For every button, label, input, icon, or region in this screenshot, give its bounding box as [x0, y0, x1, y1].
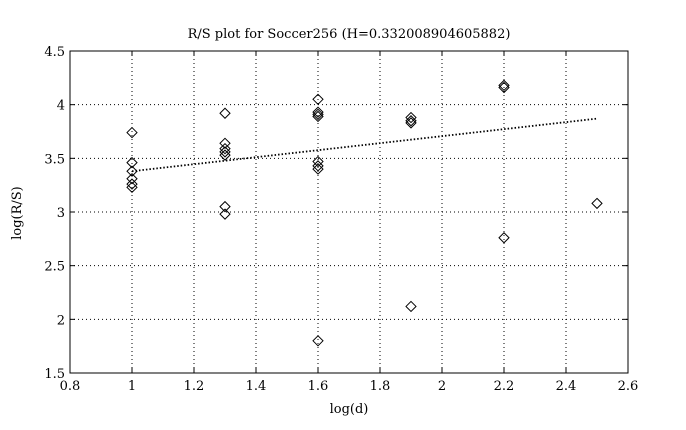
- data-point-diamond: [312, 110, 324, 123]
- x-tick-label: 1.8: [370, 379, 391, 394]
- y-tick-label: 1.5: [44, 367, 65, 382]
- y-tick-label: 3: [57, 206, 65, 221]
- data-point-diamond: [405, 111, 417, 124]
- x-axis-tick-labels: 0.8 1 1.2 1.4 1.6 1.8 2 2.2 2.4 2.6: [60, 379, 639, 394]
- data-point-diamond: [126, 181, 138, 194]
- data-point-diamond: [498, 79, 510, 92]
- x-tick-label: 2.2: [494, 379, 515, 394]
- data-point-diamond: [126, 126, 138, 139]
- axis-ticks: [69, 50, 629, 374]
- y-axis-tick-labels: 1.5 2 2.5 3 3.5 4 4.5: [44, 45, 65, 382]
- data-point-diamond: [498, 81, 510, 94]
- data-point-diamond: [312, 93, 324, 106]
- y-tick-label: 4.5: [44, 45, 65, 60]
- data-point-diamond: [219, 146, 231, 158]
- data-point-diamond: [312, 335, 324, 347]
- data-point-diamond: [405, 117, 417, 129]
- data-point-diamond: [312, 163, 324, 175]
- data-point-diamond: [126, 156, 138, 169]
- x-tick-label: 1.2: [184, 379, 205, 394]
- data-point-diamond: [219, 149, 231, 161]
- x-tick-label: 0.8: [60, 379, 81, 394]
- x-tick-label: 2.6: [618, 379, 639, 394]
- data-point-diamond: [219, 142, 231, 155]
- y-tick-label: 2: [57, 313, 65, 328]
- y-tick-label: 2.5: [44, 260, 65, 275]
- data-point-diamond: [405, 300, 417, 313]
- data-point-diamond: [312, 155, 324, 168]
- x-tick-label: 2: [438, 379, 446, 394]
- y-tick-label: 3.5: [44, 152, 65, 167]
- data-point-diamond: [219, 137, 231, 150]
- x-tick-label: 1.6: [308, 379, 329, 394]
- fit-line-layer: [131, 117, 598, 173]
- data-point-diamond: [126, 165, 138, 177]
- y-axis-label: log(R/S): [10, 186, 25, 240]
- data-point-diamond: [219, 107, 231, 119]
- data-point-diamond: [312, 160, 324, 172]
- data-point-diamond: [312, 106, 324, 118]
- data-points: [126, 79, 603, 347]
- grid-lines: [70, 51, 628, 373]
- chart-title: R/S plot for Soccer256 (H=0.332008904605…: [188, 27, 511, 42]
- data-point-diamond: [219, 200, 231, 213]
- x-tick-label: 2.4: [556, 379, 577, 394]
- x-tick-label: 1.4: [246, 379, 267, 394]
- x-tick-label: 1: [128, 379, 136, 394]
- data-point-diamond: [126, 173, 138, 185]
- data-point-diamond: [591, 197, 603, 210]
- data-point-diamond: [126, 178, 138, 190]
- data-point-diamond: [219, 208, 231, 220]
- data-point-diamond: [312, 108, 324, 121]
- x-axis-label: log(d): [330, 402, 369, 417]
- fit-line: [131, 117, 598, 173]
- data-point-diamond: [498, 232, 510, 244]
- data-point-diamond: [405, 115, 417, 127]
- y-tick-label: 4: [57, 99, 65, 114]
